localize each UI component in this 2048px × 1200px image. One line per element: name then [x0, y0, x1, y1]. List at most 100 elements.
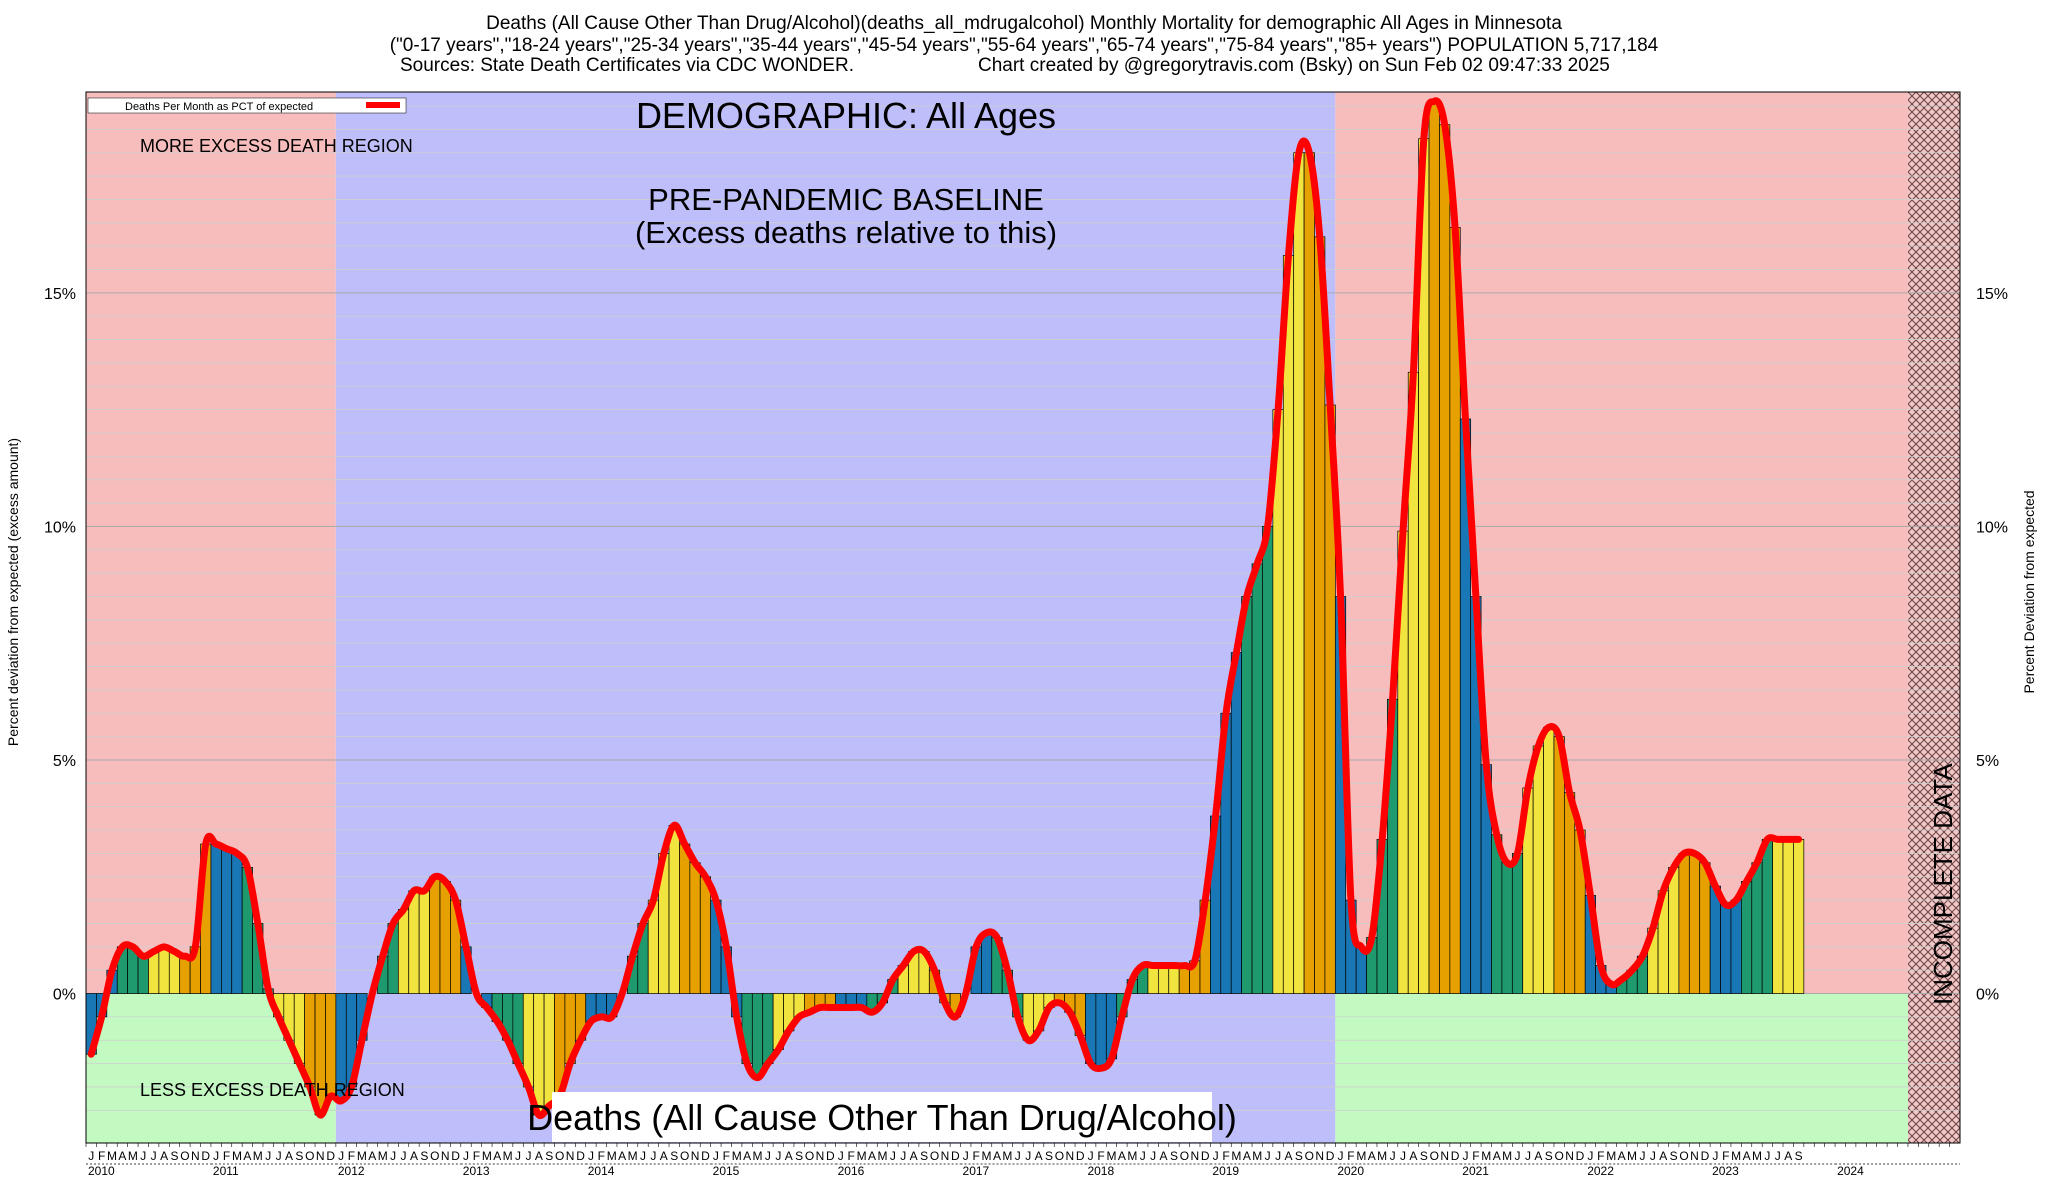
bar [1709, 885, 1721, 994]
x-tick-label-month: O [1430, 1149, 1439, 1163]
x-tick-label-year: 2024 [1837, 1164, 1864, 1178]
bar [1147, 965, 1159, 994]
x-tick-label-month: D [701, 1149, 710, 1163]
x-tick-label-month: J [890, 1149, 896, 1163]
x-tick-label-month: M [232, 1149, 242, 1163]
bar [543, 993, 555, 1106]
bar [1532, 745, 1544, 994]
x-tick-label-month: J [1764, 1149, 1770, 1163]
x-tick-label-month: M [1627, 1149, 1637, 1163]
x-tick-label-month: F [98, 1149, 105, 1163]
x-tick-label-month: S [1545, 1149, 1553, 1163]
x-tick-label-month: J [140, 1149, 146, 1163]
x-tick-label-month: F [848, 1149, 855, 1163]
x-tick-label-month: D [1326, 1149, 1335, 1163]
x-tick-label-month: M [107, 1149, 117, 1163]
baseline-label-2: (Excess deaths relative to this) [635, 215, 1057, 250]
bar [1439, 124, 1451, 994]
x-tick-label-month: A [618, 1149, 626, 1163]
x-tick-label-month: M [1106, 1149, 1116, 1163]
bar [762, 993, 774, 1064]
x-tick-label-month: F [1597, 1149, 1604, 1163]
bar [418, 890, 430, 994]
x-tick-label-month: M [1231, 1149, 1241, 1163]
x-tick-label-month: J [1587, 1149, 1593, 1163]
x-tick-label-month: D [826, 1149, 835, 1163]
x-tick-label-month: F [1222, 1149, 1229, 1163]
x-tick-label-month: D [326, 1149, 335, 1163]
x-tick-label-month: A [118, 1149, 126, 1163]
x-tick-label-month: J [463, 1149, 469, 1163]
x-tick-label-month: N [316, 1149, 325, 1163]
x-tick-label-month: M [128, 1149, 138, 1163]
bar [1095, 993, 1107, 1069]
x-tick-label-month: M [982, 1149, 992, 1163]
x-tick-label-month: J [1025, 1149, 1031, 1163]
x-tick-label-month: A [785, 1149, 793, 1163]
x-tick-label-year: 2013 [463, 1164, 490, 1178]
y-tick-label-left: 0% [53, 987, 76, 1004]
trend-line [87, 97, 1803, 1120]
x-tick-label-year: 2010 [88, 1164, 115, 1178]
x-tick-label-month: M [877, 1149, 887, 1163]
x-tick-label-year: 2017 [963, 1164, 990, 1178]
x-tick-label-month: J [1015, 1149, 1021, 1163]
x-tick-label-month: O [1555, 1149, 1564, 1163]
x-tick-label-month: J [265, 1149, 271, 1163]
x-tick-label-month: A [868, 1149, 876, 1163]
x-tick-label-month: J [401, 1149, 407, 1163]
x-tick-label-month: S [920, 1149, 928, 1163]
y-axis-label-right: Percent Deviation from expected [2021, 490, 2037, 693]
bar [231, 853, 243, 994]
bar [668, 825, 680, 994]
bar [1293, 152, 1305, 994]
x-tick-label-month: N [941, 1149, 950, 1163]
x-tick-label-month: J [515, 1149, 521, 1163]
x-tick-label-month: M [482, 1149, 492, 1163]
x-tick-label-month: A [1659, 1149, 1667, 1163]
bar [1168, 965, 1180, 994]
x-tick-label-month: D [576, 1149, 585, 1163]
x-tick-label-month: D [201, 1149, 210, 1163]
x-tick-label-month: M [253, 1149, 263, 1163]
x-tick-label-month: J [640, 1149, 646, 1163]
x-tick-label-year: 2021 [1462, 1164, 1489, 1178]
x-tick-label-month: J [1712, 1149, 1718, 1163]
x-tick-label-month: N [566, 1149, 575, 1163]
bar [699, 876, 712, 994]
x-tick-label-month: J [1525, 1149, 1531, 1163]
x-tick-label-month: J [900, 1149, 906, 1163]
x-tick-label-month: D [1076, 1149, 1085, 1163]
x-tick-label-month: O [1679, 1149, 1688, 1163]
x-tick-label-month: J [1213, 1149, 1219, 1163]
x-tick-label-month: J [1338, 1149, 1344, 1163]
bar [689, 862, 701, 994]
bar [397, 909, 410, 994]
x-tick-label-year: 2016 [838, 1164, 865, 1178]
x-tick-label-month: M [1731, 1149, 1741, 1163]
bar [1730, 899, 1742, 994]
x-tick-label-month: J [1462, 1149, 1468, 1163]
bar [1272, 409, 1284, 994]
x-tick-label-month: S [1170, 1149, 1178, 1163]
x-tick-label-month: A [1618, 1149, 1626, 1163]
x-tick-label-month: S [1670, 1149, 1678, 1163]
x-tick-label-month: S [1420, 1149, 1428, 1163]
x-tick-label-month: F [1722, 1149, 1729, 1163]
x-tick-label-month: J [963, 1149, 969, 1163]
x-tick-label-month: O [805, 1149, 814, 1163]
x-tick-label-month: A [1035, 1149, 1043, 1163]
bar [137, 955, 149, 994]
bar [1282, 255, 1295, 994]
x-tick-label-month: M [628, 1149, 638, 1163]
bar [1720, 904, 1732, 994]
chart-sources: Sources: State Death Certificates via CD… [400, 55, 855, 76]
x-tick-label-month: J [1275, 1149, 1281, 1163]
x-tick-label-month: J [213, 1149, 219, 1163]
y-tick-label-left: 5% [53, 753, 76, 770]
bar [1157, 965, 1170, 994]
bar [1303, 152, 1315, 994]
